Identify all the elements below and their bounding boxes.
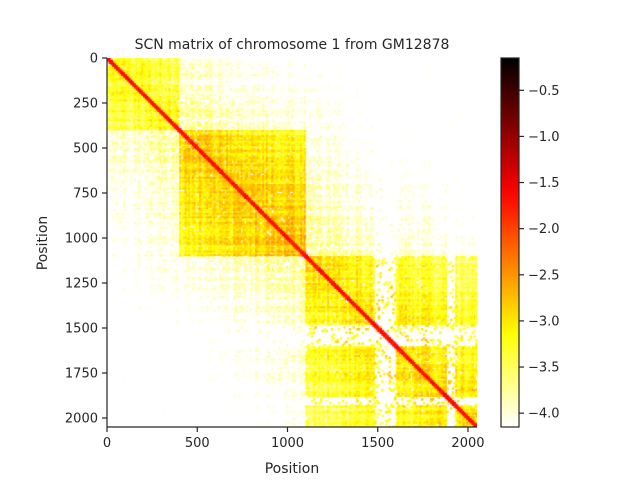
colorbar: −0.5 −1.0 −1.5 −2.0 −2.5 −3.0 −3.5 −4.0 — [500, 57, 560, 428]
axes: 0 500 1000 1500 2000 0 250 500 750 1000 1250 1500 17… — [65, 52, 485, 452]
x-tick-label: 0 — [103, 436, 111, 451]
x-tick-label: 1000 — [271, 436, 304, 451]
colorbar-tick-label: −2.5 — [528, 268, 560, 283]
y-axis-label: Position — [35, 216, 51, 271]
y-tick-label: 1000 — [65, 232, 98, 247]
y-tick-label: 750 — [73, 187, 98, 202]
colorbar-gradient — [500, 57, 520, 428]
y-tick-label: 1250 — [65, 277, 98, 292]
x-tick-label: 1500 — [361, 436, 394, 451]
x-axis-label: Position — [265, 461, 320, 477]
y-tick-label: 250 — [73, 97, 98, 112]
x-tick-label: 500 — [185, 436, 210, 451]
colorbar-tick-label: −1.0 — [528, 130, 560, 145]
colorbar-tick-label: −1.5 — [528, 176, 560, 191]
colorbar-tick-label: −2.0 — [528, 222, 560, 237]
x-tick-label: 2000 — [451, 436, 484, 451]
colorbar-tick-label: −3.5 — [528, 361, 560, 376]
y-tick-label: 500 — [73, 142, 98, 157]
y-tick-label: 0 — [90, 52, 98, 67]
y-tick-label: 1500 — [65, 322, 98, 337]
chart-title: SCN matrix of chromosome 1 from GM12878 — [135, 37, 450, 53]
y-tick-label: 2000 — [65, 412, 98, 427]
y-tick-label: 1750 — [65, 367, 98, 382]
colorbar-tick-label: −4.0 — [528, 407, 560, 422]
colorbar-tick-label: −3.0 — [528, 314, 560, 329]
heatmap — [107, 58, 477, 427]
colorbar-tick-label: −0.5 — [528, 84, 560, 99]
heatmap-image — [107, 58, 477, 427]
